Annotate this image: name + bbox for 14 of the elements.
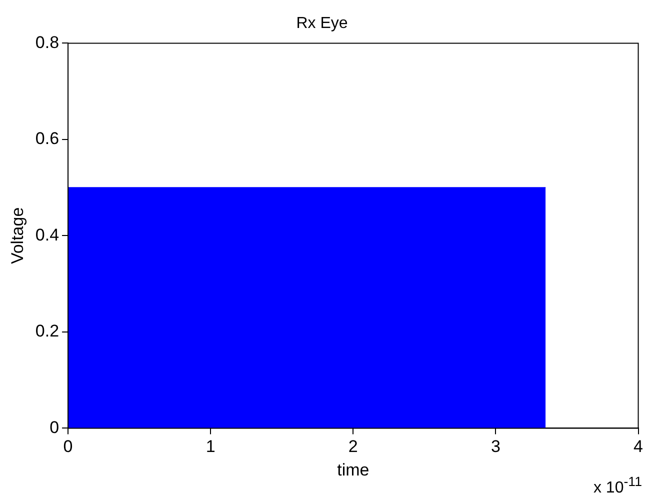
x-axis-title: time	[337, 460, 370, 480]
x-tick-label: 4	[634, 437, 644, 456]
y-tick-label: 0.2	[35, 322, 60, 341]
x-tick-label: 2	[348, 437, 358, 456]
text: x 10$^{-11}$	[593, 474, 642, 498]
y-tick-label: 0.8	[35, 32, 60, 52]
y-tick-label: 0	[50, 418, 60, 437]
chart-title: Rx Eye	[296, 15, 348, 32]
x-tick-label: 1	[206, 437, 216, 456]
y-axis-title: Voltage	[8, 207, 27, 264]
x-tick-label: 0	[63, 437, 73, 456]
y-tick-label: 0.6	[35, 129, 60, 148]
y-tick-label: 0.4	[35, 225, 60, 244]
x-tick-label: 3	[490, 437, 500, 456]
